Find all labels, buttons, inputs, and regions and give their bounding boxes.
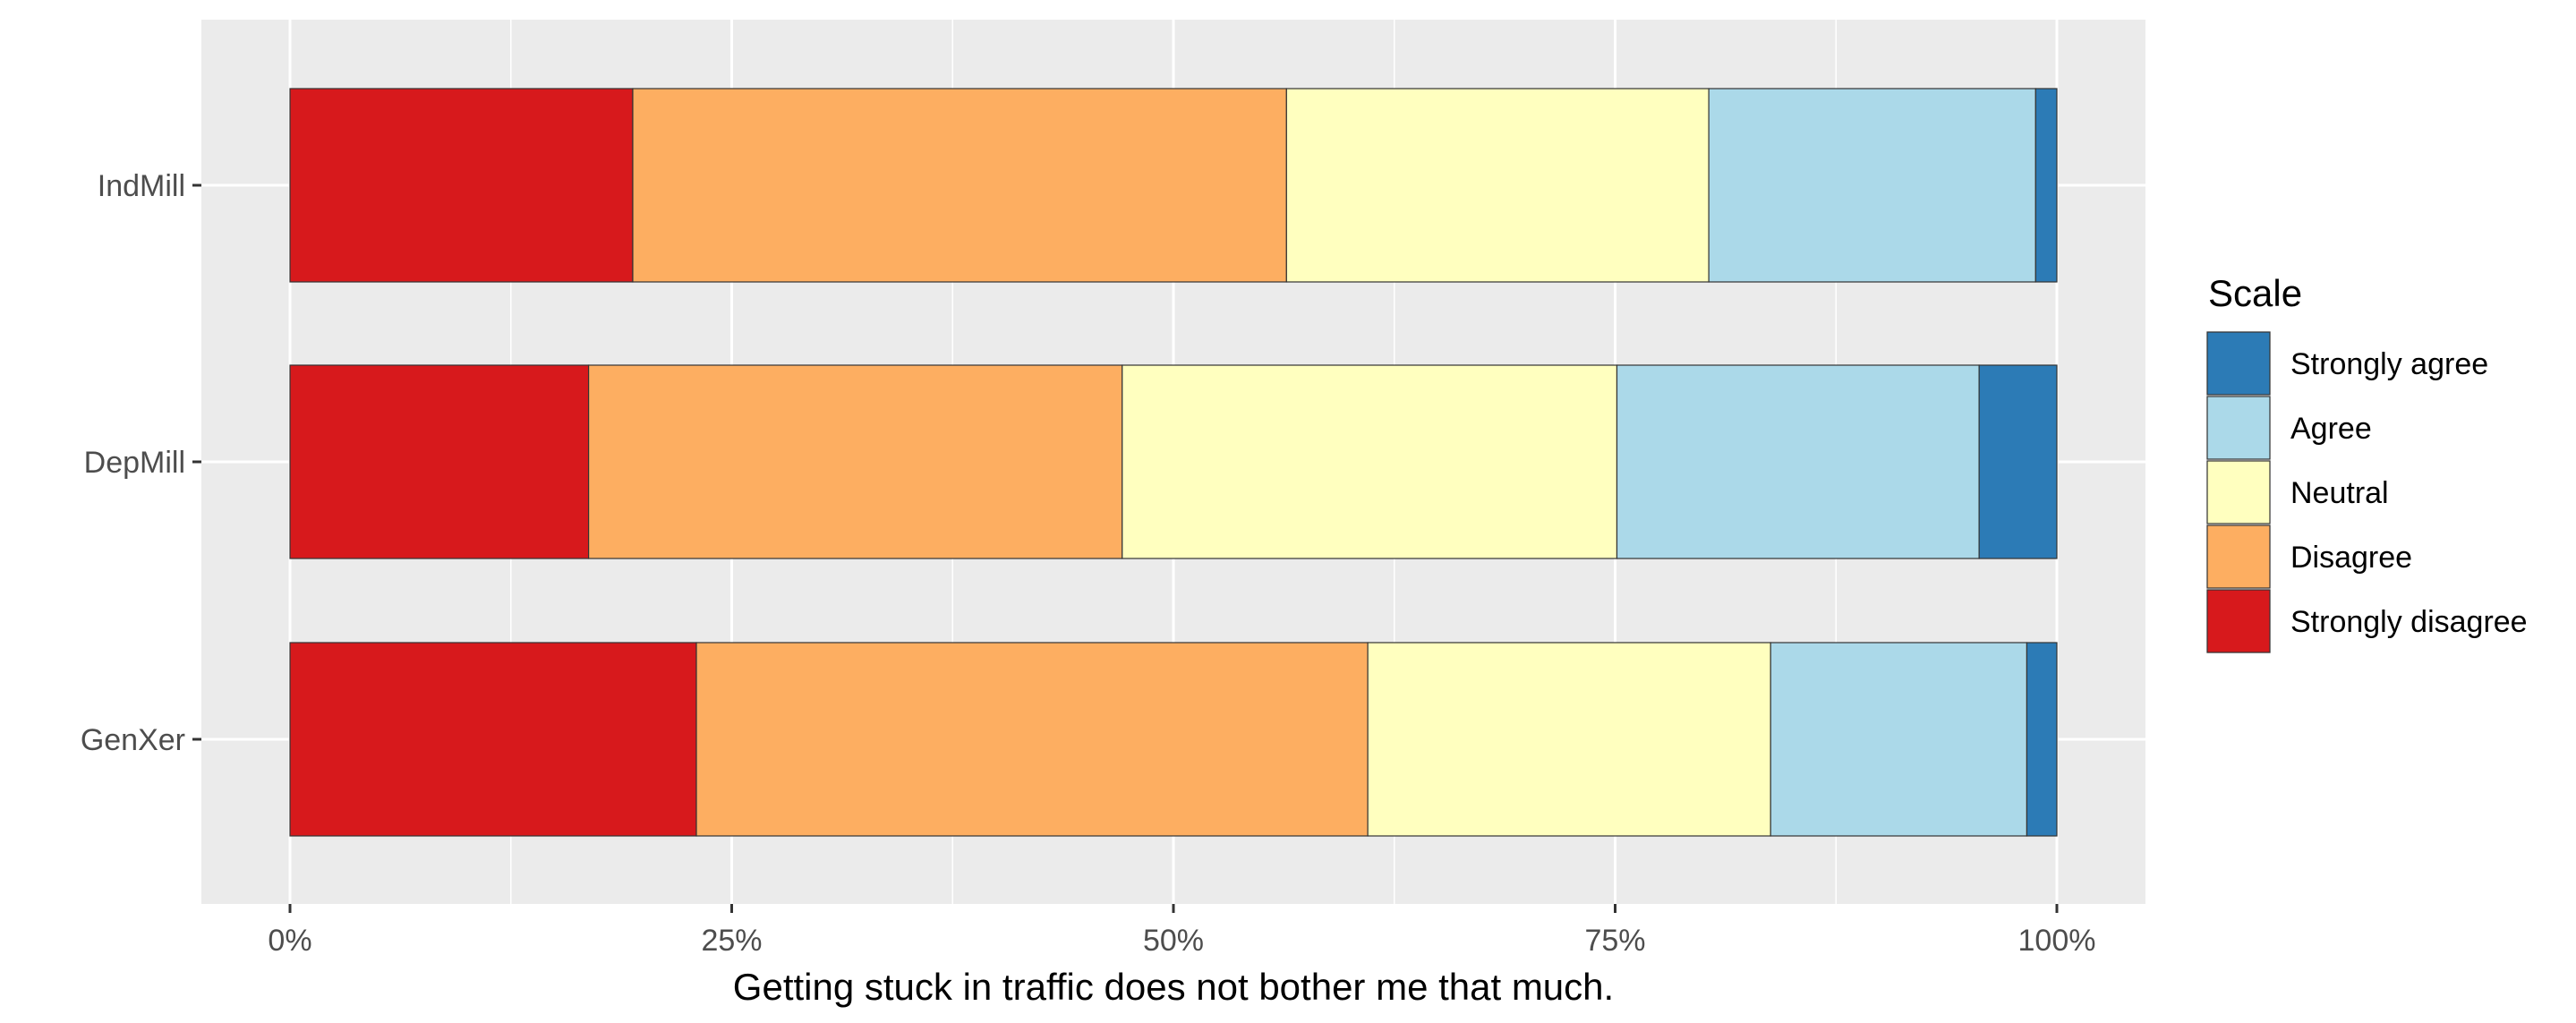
legend-swatch: [2206, 460, 2271, 524]
bar-segment: [632, 88, 1287, 283]
legend-label: Strongly agree: [2290, 347, 2488, 381]
legend-swatch: [2206, 331, 2271, 396]
legend-swatch: [2206, 524, 2271, 589]
legend-label: Neutral: [2290, 476, 2389, 510]
x-tick-label: 75%: [1584, 924, 1645, 958]
x-tick-label: 50%: [1143, 924, 1204, 958]
legend-label: Disagree: [2290, 541, 2412, 575]
bar-segment: [1285, 88, 1710, 283]
bar-segment: [1616, 364, 1980, 559]
bar-segment: [2034, 88, 2058, 283]
x-axis-title: Getting stuck in traffic does not bother…: [733, 966, 1614, 1008]
bars: [289, 88, 2058, 837]
bar-segment: [1367, 642, 1771, 837]
x-tick-label: 100%: [2018, 924, 2096, 958]
legend-title: Scale: [2208, 272, 2302, 314]
bar-segment: [695, 642, 1369, 837]
y-axis: IndMill DepMill GenXer: [81, 169, 201, 757]
bar-segment: [588, 364, 1123, 559]
bar-segment: [1708, 88, 2036, 283]
legend-label: Strongly disagree: [2290, 605, 2528, 639]
bar-segment: [289, 642, 697, 837]
legend-label: Agree: [2290, 412, 2372, 446]
bar-segment: [289, 364, 590, 559]
bar-segment: [1122, 364, 1618, 559]
legend: Scale Strongly agree Agree Neutral Disagree…: [2206, 272, 2528, 653]
x-tick-label: 0%: [268, 924, 311, 958]
bar-segment: [1978, 364, 2058, 559]
legend-swatch: [2206, 589, 2271, 653]
y-tick-label: DepMill: [84, 446, 185, 480]
x-axis: 0% 25% 50% 75% 100%: [268, 904, 2095, 958]
legend-swatch: [2206, 396, 2271, 460]
bar-segment: [1770, 642, 2028, 837]
bar-segment: [2026, 642, 2058, 837]
bar-segment: [289, 88, 634, 283]
y-tick-label: GenXer: [81, 723, 185, 757]
y-tick-label: IndMill: [98, 169, 185, 203]
x-tick-label: 25%: [701, 924, 762, 958]
